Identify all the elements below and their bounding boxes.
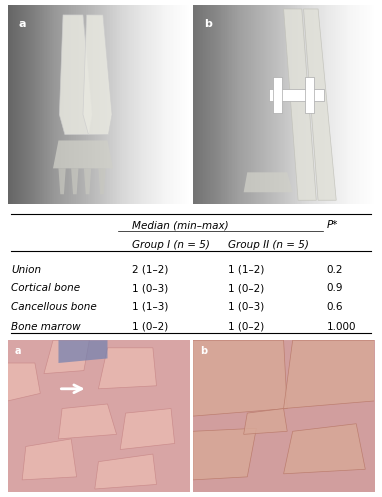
Text: 0.2: 0.2 <box>327 265 343 275</box>
Text: Group II (n = 5): Group II (n = 5) <box>228 240 309 250</box>
Polygon shape <box>84 168 91 194</box>
Polygon shape <box>99 348 157 389</box>
Polygon shape <box>193 340 287 416</box>
Polygon shape <box>83 15 112 135</box>
Polygon shape <box>58 404 117 439</box>
Text: 1 (1–3): 1 (1–3) <box>132 302 169 312</box>
Bar <box>269 88 324 100</box>
Text: Median (min–max): Median (min–max) <box>132 220 229 231</box>
Text: Union: Union <box>11 265 41 275</box>
Text: b: b <box>204 19 212 29</box>
Polygon shape <box>244 172 293 192</box>
Bar <box>305 77 314 112</box>
Polygon shape <box>59 15 92 135</box>
Text: b: b <box>200 346 207 356</box>
Text: a: a <box>15 346 21 356</box>
Polygon shape <box>120 409 175 449</box>
Text: 0.6: 0.6 <box>327 302 343 312</box>
Polygon shape <box>8 363 40 401</box>
Polygon shape <box>283 9 316 200</box>
Text: 0.9: 0.9 <box>327 283 343 293</box>
Text: P*: P* <box>327 220 338 231</box>
Polygon shape <box>283 340 374 409</box>
Text: Bone marrow: Bone marrow <box>11 322 81 331</box>
Polygon shape <box>71 168 78 194</box>
Text: Cancellous bone: Cancellous bone <box>11 302 97 312</box>
Text: Group I (n = 5): Group I (n = 5) <box>132 240 210 250</box>
Text: 1 (0–2): 1 (0–2) <box>132 322 168 331</box>
Polygon shape <box>193 428 256 480</box>
Polygon shape <box>22 439 77 480</box>
Polygon shape <box>95 454 157 489</box>
Text: 1 (0–3): 1 (0–3) <box>132 283 168 293</box>
Text: a: a <box>19 19 26 29</box>
Polygon shape <box>44 340 89 374</box>
Polygon shape <box>58 168 66 194</box>
Polygon shape <box>244 409 287 434</box>
Text: 1 (0–3): 1 (0–3) <box>228 302 264 312</box>
Text: 2 (1–2): 2 (1–2) <box>132 265 169 275</box>
Polygon shape <box>53 141 113 168</box>
Text: 1 (1–2): 1 (1–2) <box>228 265 264 275</box>
Polygon shape <box>99 168 106 194</box>
Polygon shape <box>283 424 365 474</box>
Bar <box>273 77 282 112</box>
Polygon shape <box>58 340 107 363</box>
Polygon shape <box>304 9 336 200</box>
Text: 1 (0–2): 1 (0–2) <box>228 322 264 331</box>
Text: Cortical bone: Cortical bone <box>11 283 81 293</box>
Text: 1 (0–2): 1 (0–2) <box>228 283 264 293</box>
Text: 1.000: 1.000 <box>327 322 356 331</box>
